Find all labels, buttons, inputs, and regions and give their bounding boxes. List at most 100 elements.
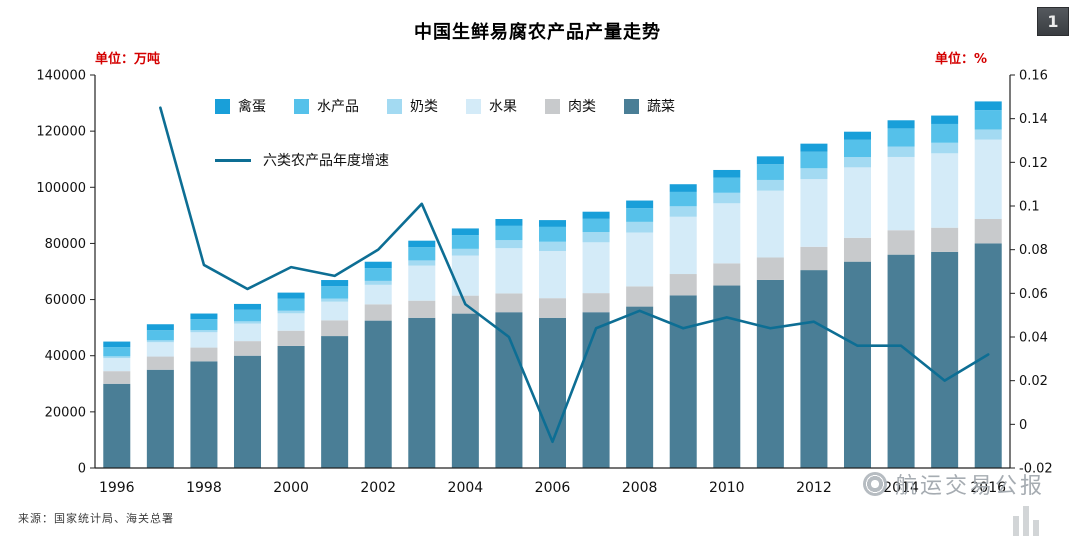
bar-segment [582, 293, 610, 313]
y-right-label: 0.16 [1019, 69, 1048, 84]
bar-segment [713, 285, 741, 468]
bar-segment [451, 313, 479, 468]
bar-segment [843, 139, 872, 158]
bar-segment [233, 309, 262, 322]
x-axis-label: 2012 [796, 480, 832, 496]
corner-bars-logo-icon [1013, 506, 1039, 536]
bar-segment [364, 261, 392, 269]
bar-segment [408, 265, 436, 301]
bar-segment [233, 355, 262, 468]
watermark: 航运交易公报 [862, 468, 1045, 500]
bar-segment [669, 206, 697, 217]
bar-segment [626, 208, 654, 222]
line-legend-swatch [215, 158, 251, 162]
bar-segment [582, 211, 610, 219]
bar-segment [277, 298, 305, 311]
y-right-label: 0.08 [1019, 243, 1048, 258]
bar-segment [103, 341, 131, 348]
ship-wheel-logo-icon [862, 472, 887, 496]
y-right-label: 0 [1019, 418, 1027, 433]
bar-segment [103, 383, 131, 468]
bar-segment [887, 230, 915, 255]
bar-segment [843, 261, 872, 468]
bar-segment [800, 151, 828, 169]
y-left-label: 0 [78, 462, 86, 477]
bar-segment [321, 298, 349, 302]
bar-segment [843, 131, 872, 140]
bar-segment [451, 228, 479, 236]
bar-segment [146, 324, 174, 331]
bar-segment [495, 225, 523, 241]
x-axis-label: 2004 [448, 480, 484, 496]
bar-segment [451, 248, 479, 256]
legend-item: 奶类 [387, 96, 438, 116]
bar-segment [931, 153, 959, 228]
bar-segment [190, 330, 218, 333]
legend-line-series: 六类农产品年度增速 [215, 150, 389, 170]
legend-swatch [215, 98, 230, 114]
bar-segment [321, 301, 349, 321]
bar-segment [887, 254, 915, 468]
bar-segment [408, 317, 436, 468]
unit-label-left: 单位：万吨 [95, 52, 161, 67]
legend-label: 肉类 [568, 99, 596, 115]
legend-bar-series: 禽蛋 水产品 奶类 水果 肉类 蔬菜 [215, 96, 675, 116]
bar-segment [931, 142, 959, 154]
legend-item: 水果 [466, 96, 517, 116]
bar-segment [713, 169, 741, 178]
y-right-label: 0.12 [1019, 156, 1048, 171]
bar-segment [451, 235, 479, 249]
bar-segment [669, 216, 697, 275]
bar-segment [843, 157, 872, 168]
bar-segment [887, 156, 915, 231]
bar-segment [190, 347, 218, 362]
bar-segment [582, 218, 610, 233]
x-axis-label: 1998 [186, 480, 222, 496]
y-left-label: 120000 [36, 125, 86, 140]
bar-segment [277, 292, 305, 299]
bar-segment [364, 280, 392, 285]
bar-segment [582, 232, 610, 243]
bar-segment [146, 369, 174, 468]
legend-label: 水产品 [317, 99, 359, 115]
bar-segment [713, 177, 741, 193]
legend-swatch [387, 98, 402, 114]
x-axis-label: 2008 [622, 480, 658, 496]
bar-segment [408, 240, 436, 248]
bar-segment [843, 237, 872, 262]
bar-segment [277, 345, 305, 468]
bar-segment [321, 336, 349, 468]
bar-segment [233, 341, 262, 356]
bar-segment [103, 371, 131, 384]
y-left-label: 100000 [36, 181, 86, 196]
legend-swatch [294, 98, 309, 114]
bar-segment [756, 190, 784, 258]
bar-segment [713, 192, 741, 204]
bar-segment [626, 232, 654, 287]
bar-segment [277, 330, 305, 346]
watermark-text: 航运交易公报 [894, 474, 1045, 499]
bar-segment [669, 184, 697, 192]
bar-segment [364, 284, 392, 305]
legend-label: 奶类 [410, 99, 438, 115]
bar-segment [538, 241, 567, 252]
bar-segment [146, 340, 174, 343]
bar-segment [669, 295, 697, 468]
bar-segment [887, 128, 915, 147]
bar-segment [495, 293, 523, 313]
bar-segment [146, 356, 174, 370]
bar-segment [626, 286, 654, 307]
bar-segment [103, 356, 131, 359]
bar-segment [756, 156, 784, 165]
y-right-label: 0.14 [1019, 112, 1048, 127]
bar-segment [756, 164, 784, 180]
bar-segment [495, 248, 523, 294]
bar-segment [233, 323, 262, 342]
bar-segment [538, 298, 567, 318]
y-right-label: 0.04 [1019, 331, 1048, 346]
bar-segment [756, 257, 784, 280]
y-left-label: 140000 [36, 69, 86, 84]
y-right-label: -0.02 [1019, 462, 1053, 477]
